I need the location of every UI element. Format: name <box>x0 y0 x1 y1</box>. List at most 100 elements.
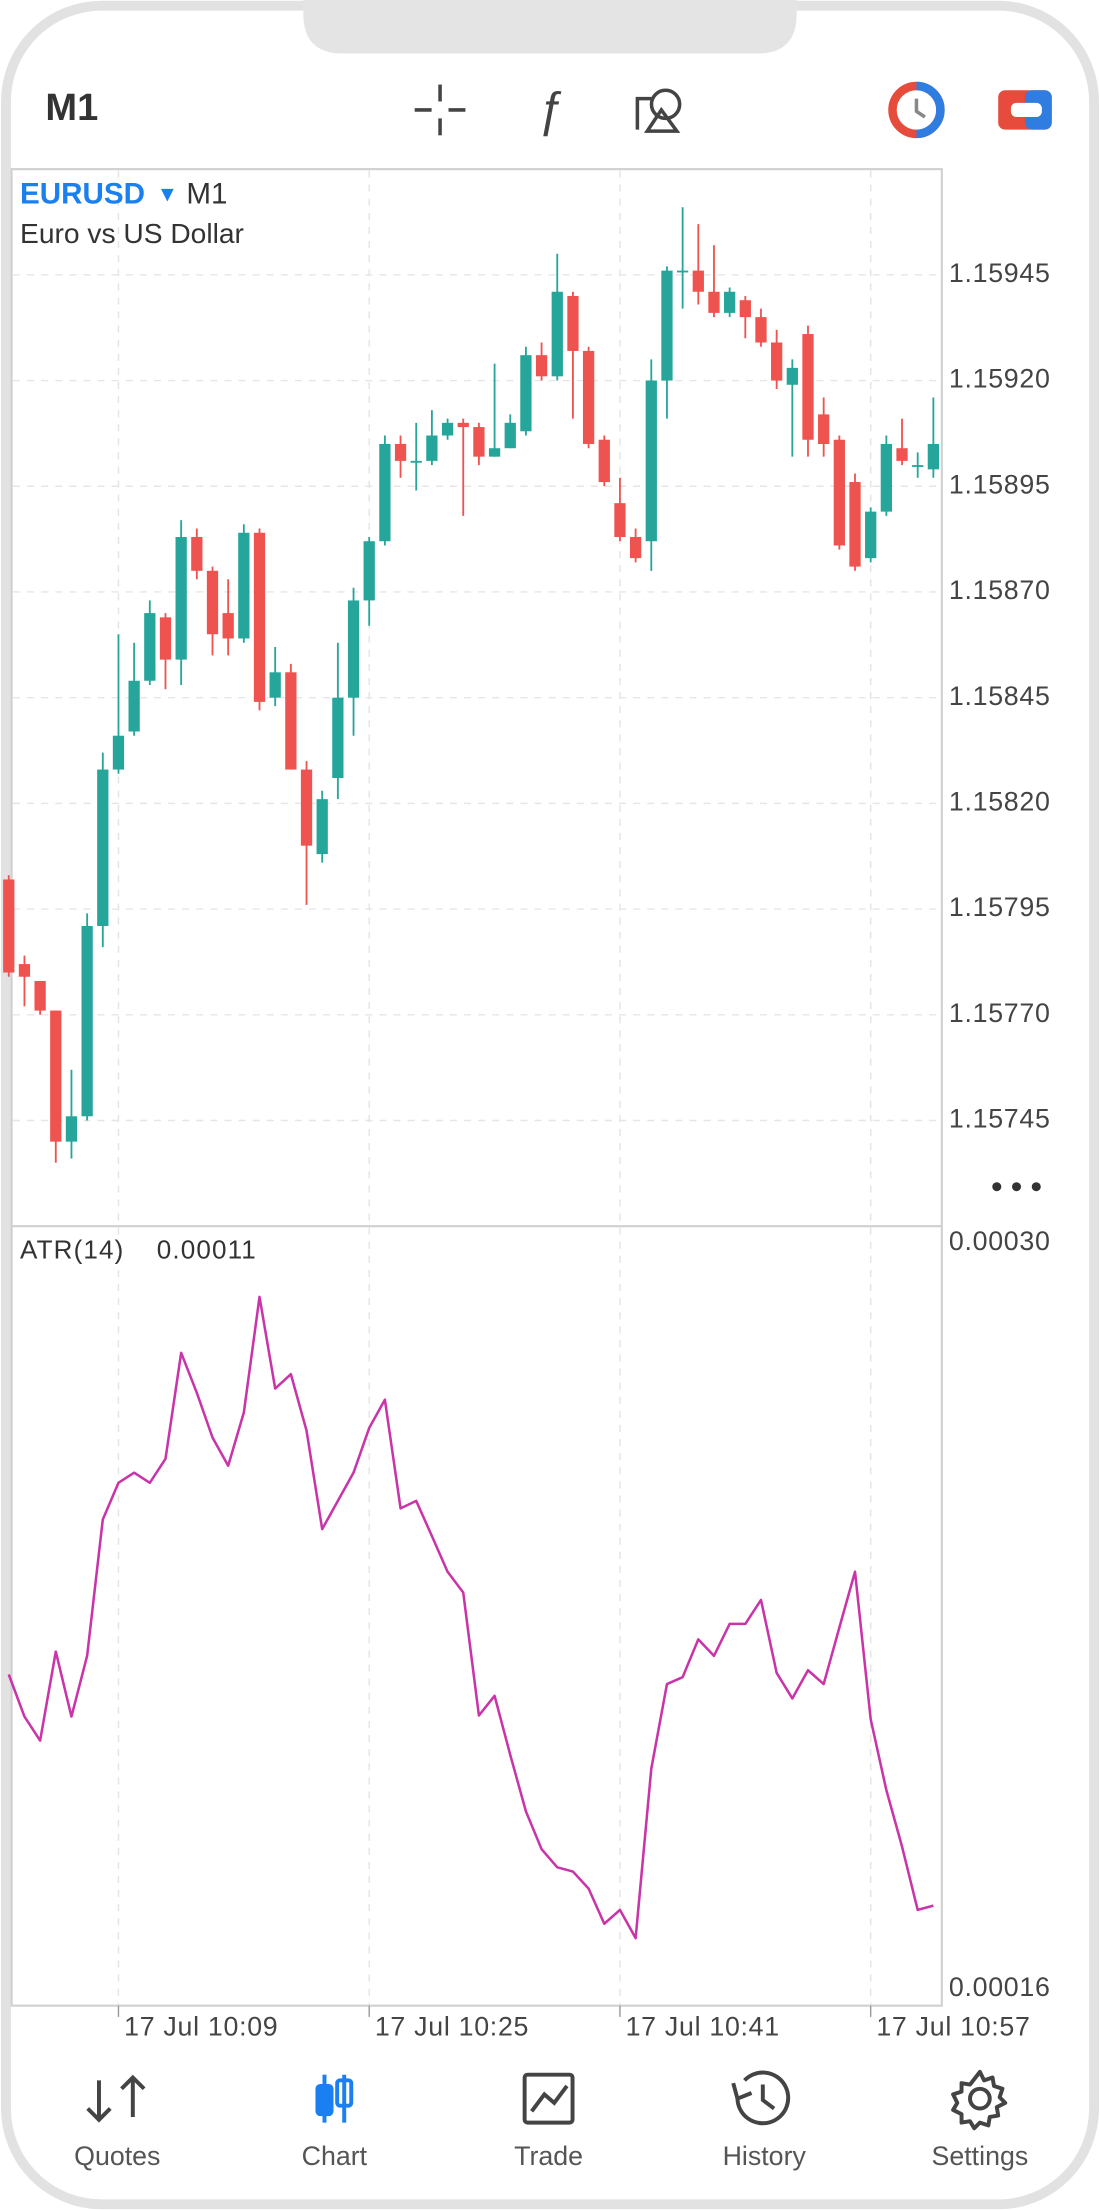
x-tick-label: 17 Jul 10:25 <box>375 2011 529 2041</box>
candle-body <box>661 270 673 381</box>
timeframe-button[interactable]: M1 <box>45 87 98 129</box>
candle-body <box>112 735 125 770</box>
candle-body <box>347 600 360 698</box>
candle-body <box>786 367 798 385</box>
candle-body <box>144 613 156 681</box>
candle-body <box>379 443 391 542</box>
candle-body <box>81 926 93 1117</box>
candle-body <box>692 270 704 292</box>
x-tick-label: 17 Jul 10:41 <box>626 2011 780 2041</box>
candle-body <box>927 443 940 470</box>
candle-body <box>3 879 15 973</box>
candle-body <box>912 465 924 467</box>
candle-body <box>708 291 720 313</box>
candle-body <box>629 536 642 559</box>
candle-body <box>159 617 172 660</box>
x-tick-label: 17 Jul 10:09 <box>124 2011 278 2041</box>
y-tick-label: 1.15895 <box>949 469 1051 499</box>
more-button[interactable] <box>992 1182 1041 1192</box>
candle-body <box>426 435 438 461</box>
crosshair-button[interactable] <box>414 84 466 136</box>
candle-body <box>285 672 297 770</box>
candle-body <box>473 427 485 457</box>
tab-label[interactable]: Chart <box>302 2141 368 2171</box>
candle-body <box>34 980 46 1011</box>
y-tick-label: 0.00016 <box>949 1972 1051 2002</box>
indicator-line <box>7 1295 934 1940</box>
tab-icons <box>86 2069 1008 2131</box>
candle-body <box>238 532 250 639</box>
candle-body <box>771 342 783 381</box>
y-tick-label: 1.15795 <box>949 892 1051 922</box>
candle-body <box>520 355 532 432</box>
trade-button[interactable] <box>998 90 1052 130</box>
y-tick-label: 1.15945 <box>949 258 1051 288</box>
chart-frame <box>10 168 943 2007</box>
tab-label[interactable]: Quotes <box>74 2141 160 2171</box>
y-tick-label: 1.15870 <box>949 575 1051 605</box>
x-tick-label: 17 Jul 10:57 <box>876 2011 1030 2041</box>
candle-body <box>175 536 187 660</box>
indicator-name: ATR(14) <box>20 1234 124 1264</box>
notch <box>303 0 797 54</box>
candle-body <box>128 680 140 732</box>
indicators-button[interactable]: ƒ <box>537 83 564 136</box>
candle-body <box>582 350 595 444</box>
candle-body <box>724 291 736 313</box>
candle-body <box>802 334 814 440</box>
candle-body <box>206 570 219 635</box>
candle-body <box>535 355 548 377</box>
symbol-description: Euro vs US Dollar <box>20 217 244 249</box>
candle-body <box>598 439 610 483</box>
tab-label[interactable]: Settings <box>932 2141 1029 2171</box>
y-tick-label: 1.15745 <box>949 1104 1051 1134</box>
y-tick-label: 1.15845 <box>949 681 1051 711</box>
candle-body <box>833 439 845 546</box>
candle-body <box>755 317 767 343</box>
candle-body <box>50 1010 62 1142</box>
candle-body <box>191 536 203 571</box>
candle-body <box>880 443 892 512</box>
candle-body <box>332 697 344 779</box>
candle-body <box>300 769 313 846</box>
candle-body <box>645 380 657 542</box>
candle-body <box>488 448 501 457</box>
candle-body <box>97 769 109 927</box>
candle-body <box>316 799 328 855</box>
candle-body <box>504 422 516 449</box>
candle-body <box>865 511 877 559</box>
symbol[interactable]: EURUSD <box>20 178 145 211</box>
y-tick-label: 1.15920 <box>949 364 1051 394</box>
candle-body <box>222 613 234 639</box>
marks <box>3 207 940 1940</box>
candle-body <box>253 532 266 702</box>
one-click-trading-button[interactable] <box>888 81 945 139</box>
indicator-value: 0.00011 <box>157 1234 257 1264</box>
candle-body <box>818 414 830 444</box>
candle-body <box>567 295 579 351</box>
candle-body <box>269 672 281 698</box>
candle-body <box>18 964 31 977</box>
candle-body <box>410 460 422 463</box>
y-tick-label: 1.15770 <box>949 998 1051 1028</box>
objects-button[interactable] <box>635 88 682 133</box>
candle-body <box>363 541 375 601</box>
candle-body <box>394 443 407 461</box>
y-tick-label: 0.00030 <box>949 1226 1051 1256</box>
y-tick-label: 1.15820 <box>949 786 1051 816</box>
candle-body <box>614 503 626 537</box>
grid <box>13 170 941 2017</box>
candle-body <box>65 1116 78 1142</box>
symbol-dropdown-icon[interactable] <box>160 188 174 202</box>
chart-timeframe: M1 <box>186 178 227 211</box>
candle-body <box>551 291 563 377</box>
candle-body <box>896 448 908 461</box>
candle-body <box>457 422 469 428</box>
tab-label[interactable]: History <box>723 2141 807 2171</box>
candle-body <box>739 300 751 318</box>
candle-body <box>676 270 689 273</box>
tab-label[interactable]: Trade <box>514 2141 583 2171</box>
